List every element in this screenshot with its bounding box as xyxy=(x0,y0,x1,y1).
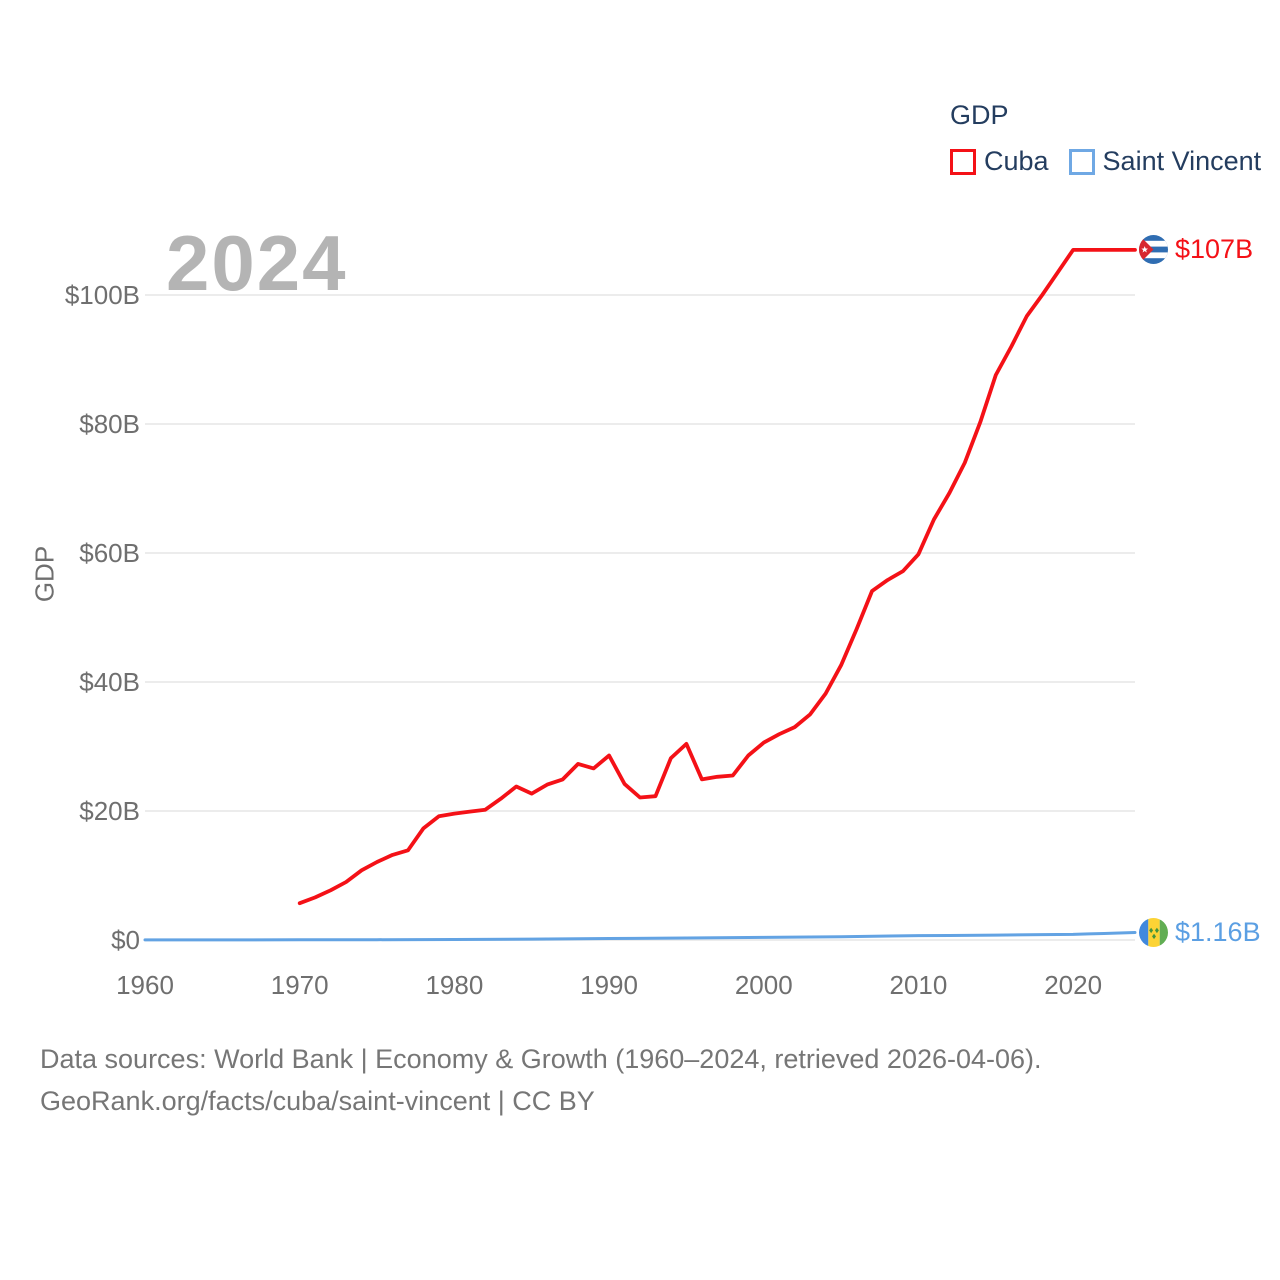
saint-vincent-end-value: $1.16B xyxy=(1175,917,1261,948)
current-year-watermark: 2024 xyxy=(166,219,348,307)
y-tick-label: $80B xyxy=(79,409,140,439)
cuba-line xyxy=(297,247,1137,906)
saint-vincent-series-checkbox[interactable] xyxy=(1068,148,1095,175)
legend-title: GDP xyxy=(950,100,1009,130)
attribution-footer: Data sources: World Bank | Economy & Gro… xyxy=(40,1038,1042,1122)
x-tick-label: 1960 xyxy=(116,970,174,1000)
legend-label-saint-vincent: Saint Vincent xyxy=(1102,146,1262,176)
y-tick-label: $0 xyxy=(111,925,140,955)
x-tick-label: 1990 xyxy=(580,970,638,1000)
cuba-end-value: $107B xyxy=(1175,234,1254,265)
y-axis-title: GDP xyxy=(29,545,60,603)
source-link: GeoRank.org/facts/cuba/saint-vincent | C… xyxy=(40,1086,595,1116)
y-tick-label: $40B xyxy=(79,667,140,697)
chart-legend: GDP Cuba Saint Vincent xyxy=(950,100,1280,177)
saint-vincent-end-label: $1.16B xyxy=(1139,917,1261,948)
saint-vincent-flag-icon xyxy=(1139,918,1168,948)
gridlines xyxy=(145,294,1135,941)
y-tick-label: $20B xyxy=(79,796,140,826)
x-tick-label: 1980 xyxy=(425,970,484,1000)
x-tick-label: 2020 xyxy=(1044,970,1103,1000)
legend-label-cuba: Cuba xyxy=(984,146,1049,176)
cuba-flag-icon xyxy=(1139,235,1168,265)
cuba-end-label: $107B xyxy=(1139,234,1254,265)
x-tick-label: 2000 xyxy=(734,970,793,1000)
x-tick-label: 1970 xyxy=(270,970,329,1000)
cuba-series-checkbox[interactable] xyxy=(950,148,976,175)
y-tick-label: $60B xyxy=(79,538,140,568)
x-tick-label: 2010 xyxy=(889,970,948,1000)
data-sources-text: Data sources: World Bank | Economy & Gro… xyxy=(40,1044,1042,1074)
saint-vincent-line xyxy=(143,931,1137,942)
legend-item-cuba[interactable]: Cuba xyxy=(950,146,1049,177)
series-lines xyxy=(143,247,1137,942)
legend-item-saint-vincent[interactable]: Saint Vincent xyxy=(1068,146,1262,177)
y-tick-label: $100B xyxy=(64,280,140,310)
